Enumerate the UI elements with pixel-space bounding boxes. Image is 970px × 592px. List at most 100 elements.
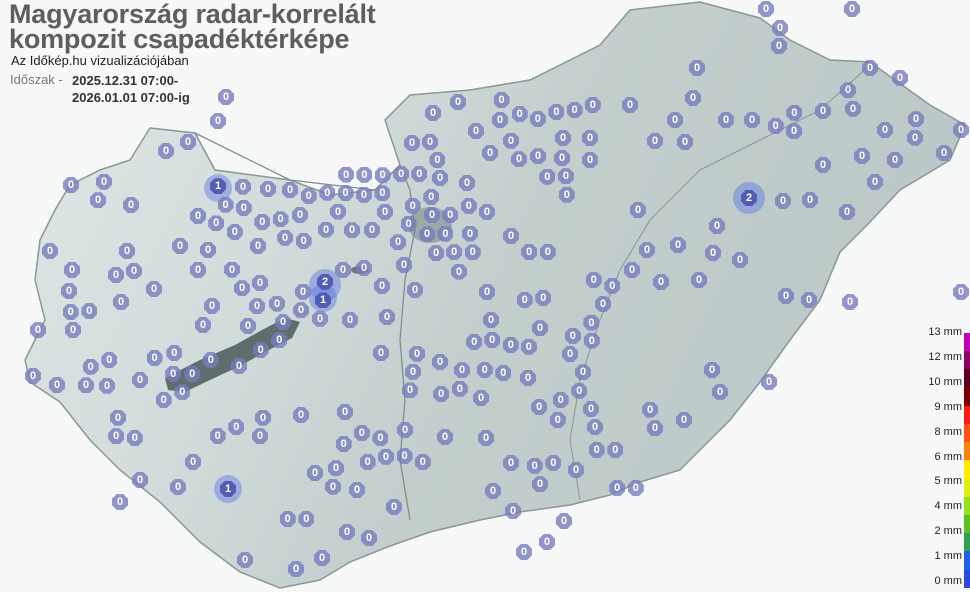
station-marker[interactable]: 0 — [562, 346, 578, 363]
station-marker[interactable]: 0 — [166, 345, 183, 361]
station-marker[interactable]: 0 — [582, 152, 598, 168]
station-marker[interactable]: 0 — [61, 283, 77, 299]
station-marker[interactable]: 0 — [165, 365, 182, 382]
station-marker[interactable]: 0 — [667, 112, 683, 128]
station-marker[interactable]: 0 — [503, 132, 519, 149]
station-marker[interactable]: 0 — [478, 430, 494, 446]
station-marker[interactable]: 0 — [604, 277, 621, 294]
station-marker[interactable]: 0 — [337, 404, 353, 420]
station-marker[interactable]: 0 — [502, 337, 519, 353]
station-marker[interactable]: 0 — [624, 262, 640, 278]
station-marker[interactable]: 0 — [361, 530, 377, 546]
station-marker[interactable]: 0 — [520, 338, 537, 355]
station-marker[interactable]: 0 — [319, 184, 336, 201]
station-marker[interactable]: 0 — [478, 204, 495, 220]
station-marker[interactable]: 0 — [356, 166, 373, 183]
station-marker[interactable]: 0 — [511, 151, 527, 168]
station-marker[interactable]: 0 — [373, 345, 389, 361]
station-marker[interactable]: 0 — [377, 448, 394, 465]
station-marker[interactable]: 0 — [583, 400, 599, 417]
station-marker[interactable]: 0 — [432, 170, 448, 186]
station-marker[interactable]: 0 — [82, 358, 99, 375]
station-marker[interactable]: 0 — [771, 38, 787, 54]
station-marker[interactable]: 0 — [386, 499, 402, 515]
station-marker[interactable]: 0 — [155, 392, 172, 408]
station-marker[interactable]: 0 — [786, 123, 802, 140]
station-marker[interactable]: 0 — [446, 244, 463, 261]
station-marker[interactable]: 0 — [539, 244, 556, 260]
station-marker[interactable]: 0 — [126, 263, 142, 279]
station-marker[interactable]: 0 — [318, 221, 334, 238]
station-marker[interactable]: 0 — [414, 454, 431, 470]
station-marker[interactable]: 0 — [425, 105, 441, 121]
station-marker[interactable]: 0 — [566, 102, 583, 118]
station-marker[interactable]: 0 — [337, 185, 354, 201]
station-marker[interactable]: 0 — [423, 188, 440, 205]
station-marker[interactable]: 0 — [549, 412, 566, 428]
station-marker[interactable]: 0 — [195, 317, 211, 333]
station-marker[interactable]: 0 — [867, 174, 883, 190]
station-marker[interactable]: 0 — [377, 203, 393, 220]
station-marker[interactable]: 0 — [801, 292, 817, 308]
station-marker[interactable]: 0 — [374, 167, 391, 184]
station-marker[interactable]: 0 — [108, 428, 125, 445]
station-marker[interactable]: 0 — [907, 129, 923, 146]
station-marker[interactable]: 0 — [298, 511, 315, 527]
station-marker[interactable]: 0 — [400, 215, 417, 232]
station-marker[interactable]: 0 — [845, 100, 861, 117]
station-marker[interactable]: 0 — [582, 130, 598, 146]
station-marker[interactable]: 0 — [271, 332, 288, 349]
station-marker[interactable]: 0 — [307, 465, 323, 481]
station-marker[interactable]: 0 — [184, 366, 201, 382]
station-marker[interactable]: 0 — [464, 244, 481, 261]
station-marker[interactable]: 0 — [529, 111, 546, 127]
station-marker[interactable]: 0 — [146, 350, 163, 366]
station-marker[interactable]: 0 — [250, 238, 266, 254]
station-marker[interactable]: 0 — [653, 274, 669, 290]
station-marker[interactable]: 0 — [379, 309, 395, 325]
station-marker[interactable]: 0 — [526, 457, 543, 474]
station-marker[interactable]: 0 — [936, 145, 952, 161]
station-marker[interactable]: 0 — [402, 382, 418, 399]
station-marker[interactable]: 0 — [252, 275, 268, 291]
station-marker[interactable]: 0 — [532, 476, 548, 493]
station-marker[interactable]: 0 — [279, 511, 296, 527]
station-marker[interactable]: 0 — [429, 152, 446, 168]
station-marker[interactable]: 0 — [622, 97, 638, 113]
station-marker[interactable]: 0 — [587, 419, 603, 436]
station-marker[interactable]: 0 — [532, 320, 548, 337]
station-marker[interactable]: 0 — [767, 118, 784, 134]
station-marker[interactable]: 0 — [328, 460, 344, 477]
station-marker[interactable]: 0 — [174, 384, 191, 401]
station-marker[interactable]: 0 — [642, 401, 658, 418]
station-marker[interactable]: 0 — [325, 478, 341, 495]
station-marker[interactable]: 0 — [844, 1, 860, 17]
station-marker[interactable]: 0 — [451, 263, 467, 280]
station-marker[interactable]: 0 — [545, 455, 562, 471]
station-marker[interactable]: 0 — [908, 111, 924, 128]
station-marker[interactable]: 0 — [609, 480, 626, 496]
station-marker[interactable]: 0 — [744, 112, 760, 128]
station-marker[interactable]: 0 — [295, 283, 311, 300]
station-marker[interactable]: 0 — [275, 314, 291, 331]
station-marker[interactable]: 0 — [459, 175, 475, 191]
station-marker[interactable]: 0 — [583, 314, 600, 331]
station-marker[interactable]: 1 — [220, 481, 236, 497]
station-marker[interactable]: 0 — [237, 552, 253, 568]
station-marker[interactable]: 0 — [892, 70, 908, 86]
station-marker[interactable]: 0 — [81, 303, 98, 319]
station-marker[interactable]: 0 — [433, 386, 450, 402]
station-marker[interactable]: 0 — [235, 200, 252, 216]
station-marker[interactable]: 0 — [226, 224, 243, 240]
station-marker[interactable]: 0 — [630, 202, 646, 218]
station-marker[interactable]: 0 — [132, 372, 148, 388]
station-marker[interactable]: 1 — [315, 292, 331, 309]
station-marker[interactable]: 0 — [99, 377, 115, 394]
station-marker[interactable]: 0 — [404, 197, 421, 214]
station-marker[interactable]: 0 — [252, 428, 268, 445]
station-marker[interactable]: 0 — [595, 295, 611, 312]
station-marker[interactable]: 0 — [689, 60, 705, 76]
station-marker[interactable]: 0 — [185, 454, 201, 470]
station-marker[interactable]: 0 — [355, 186, 372, 203]
station-marker[interactable]: 0 — [505, 503, 521, 519]
